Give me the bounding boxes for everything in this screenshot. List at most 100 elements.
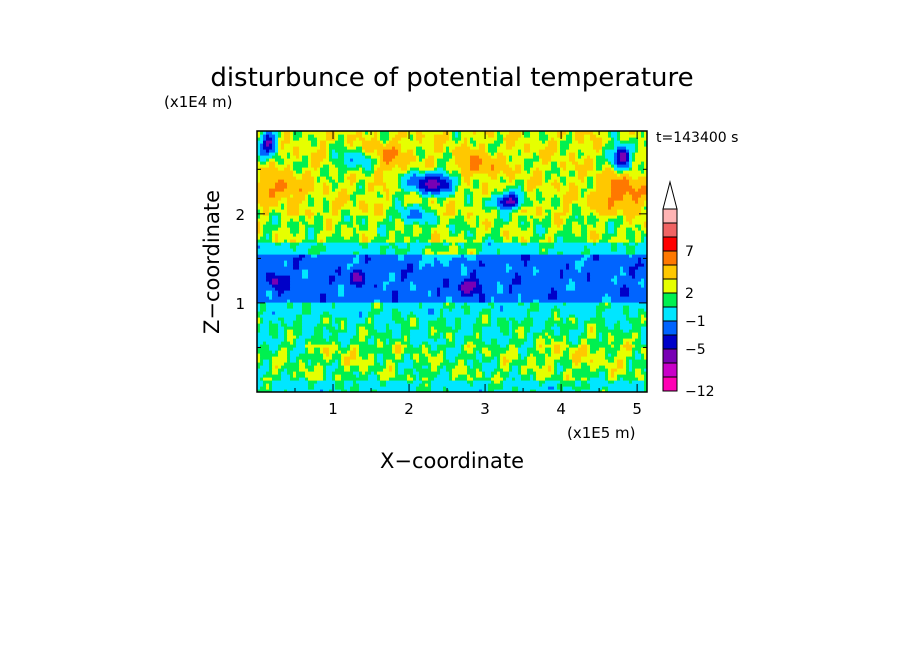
field-cell — [311, 209, 324, 213]
field-cell — [509, 290, 513, 294]
field-cell — [410, 317, 417, 321]
field-cell — [392, 344, 396, 348]
field-cell — [257, 344, 261, 348]
field-cell — [392, 203, 396, 207]
field-cell — [572, 374, 600, 378]
field-cell — [332, 323, 339, 327]
field-cell — [299, 218, 306, 222]
field-cell — [614, 338, 624, 342]
field-cell — [521, 374, 531, 378]
field-cell — [443, 155, 453, 159]
y-axis-label: Z−coordinate — [200, 190, 224, 334]
field-cell — [635, 146, 639, 150]
field-cell — [488, 173, 498, 177]
field-cell — [401, 182, 408, 186]
field-cell — [455, 326, 462, 330]
field-cell — [308, 347, 315, 351]
field-cell — [458, 353, 477, 357]
field-cell — [425, 344, 432, 348]
field-cell — [581, 356, 606, 360]
field-cell — [635, 269, 647, 273]
field-cell — [428, 200, 432, 204]
field-cell — [557, 305, 597, 309]
field-cell — [410, 161, 426, 165]
field-cell — [419, 302, 423, 306]
field-cell — [428, 341, 447, 345]
field-cell — [395, 239, 405, 243]
field-cell — [479, 218, 486, 222]
field-cell — [587, 197, 609, 201]
field-cell — [554, 332, 561, 336]
field-cell — [479, 146, 486, 150]
field-cell — [335, 164, 348, 168]
field-cell — [323, 242, 360, 246]
field-cell — [386, 215, 390, 219]
field-cell — [611, 371, 615, 375]
field-cell — [560, 389, 564, 392]
field-cell — [548, 134, 558, 138]
field-cell — [452, 170, 459, 174]
field-cell — [563, 194, 579, 198]
field-cell — [563, 182, 567, 186]
field-cell — [464, 215, 468, 219]
field-cell — [545, 215, 552, 219]
field-cell — [536, 206, 543, 210]
field-cell — [524, 161, 534, 165]
field-cell — [269, 215, 273, 219]
field-cell — [620, 131, 630, 135]
field-cell — [476, 272, 516, 276]
field-cell — [569, 182, 576, 186]
field-cell — [407, 317, 411, 321]
field-cell — [383, 140, 387, 144]
field-cell — [380, 140, 384, 144]
field-cell — [464, 281, 477, 285]
field-cell — [527, 314, 531, 318]
field-cell — [386, 140, 390, 144]
field-cell — [560, 317, 564, 321]
field-cell — [329, 329, 348, 333]
field-cell — [581, 359, 591, 363]
field-cell — [368, 341, 375, 345]
field-cell — [497, 197, 504, 201]
field-cell — [629, 362, 633, 366]
field-cell — [260, 308, 267, 312]
field-cell — [389, 161, 411, 165]
field-cell — [473, 212, 498, 216]
field-cell — [392, 350, 396, 354]
field-cell — [554, 179, 558, 183]
field-cell — [560, 161, 567, 165]
field-cell — [317, 212, 321, 216]
field-cell — [641, 338, 647, 342]
field-cell — [431, 200, 435, 204]
field-cell — [416, 377, 420, 381]
field-cell — [461, 320, 477, 324]
field-cell — [644, 308, 647, 312]
field-cell — [470, 251, 474, 255]
field-cell — [416, 134, 426, 138]
field-cell — [344, 368, 351, 372]
field-cell — [632, 194, 642, 198]
field-cell — [509, 347, 519, 351]
field-cell — [608, 371, 612, 375]
field-cell — [278, 365, 282, 369]
field-cell — [257, 209, 261, 213]
field-cell — [476, 230, 492, 234]
field-cell — [539, 248, 543, 252]
field-cell — [284, 206, 288, 210]
field-cell — [323, 209, 330, 213]
field-cell — [461, 272, 468, 276]
field-cell — [356, 347, 360, 351]
field-cell — [458, 359, 465, 363]
field-cell — [278, 368, 285, 372]
field-cell — [401, 188, 405, 192]
field-cell — [272, 365, 276, 369]
field-cell — [473, 362, 483, 366]
field-cell — [512, 365, 519, 369]
field-cell — [581, 179, 585, 183]
field-cell — [338, 347, 351, 351]
field-cell — [407, 167, 411, 171]
field-cell — [338, 344, 342, 348]
field-cell — [446, 149, 450, 153]
field-cell — [257, 188, 270, 192]
field-cell — [482, 365, 498, 369]
